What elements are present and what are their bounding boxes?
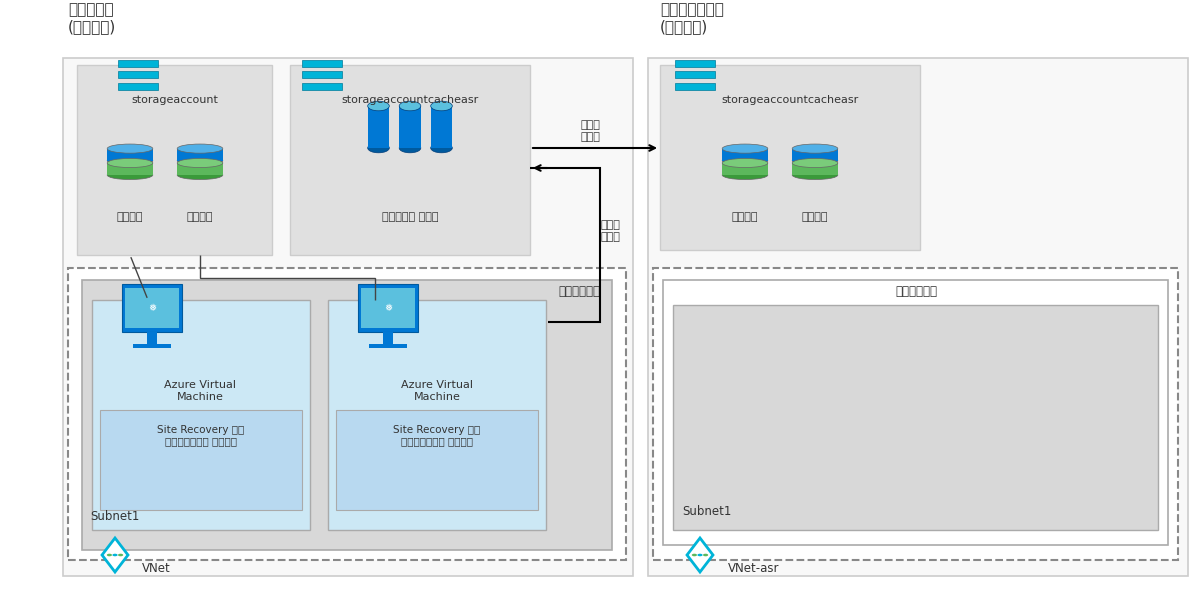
FancyBboxPatch shape — [107, 149, 152, 161]
Ellipse shape — [367, 143, 389, 153]
FancyBboxPatch shape — [178, 163, 223, 175]
FancyBboxPatch shape — [336, 410, 538, 510]
FancyBboxPatch shape — [660, 65, 920, 250]
Ellipse shape — [107, 158, 152, 168]
Text: ソース環境
(米国東部): ソース環境 (米国東部) — [68, 2, 116, 35]
Text: storageaccountcacheasr: storageaccountcacheasr — [341, 95, 479, 105]
FancyBboxPatch shape — [674, 60, 715, 67]
FancyBboxPatch shape — [126, 288, 179, 328]
FancyBboxPatch shape — [653, 268, 1178, 560]
Text: 可用性セット: 可用性セット — [895, 285, 937, 298]
Ellipse shape — [178, 170, 223, 180]
FancyBboxPatch shape — [368, 344, 407, 348]
FancyBboxPatch shape — [792, 163, 838, 175]
Text: Subnet1: Subnet1 — [90, 510, 139, 523]
Text: VNet: VNet — [142, 562, 170, 575]
Polygon shape — [686, 538, 713, 572]
FancyBboxPatch shape — [133, 344, 172, 348]
Ellipse shape — [107, 170, 152, 180]
FancyBboxPatch shape — [302, 60, 342, 67]
FancyBboxPatch shape — [68, 268, 626, 560]
Text: ディスク: ディスク — [116, 212, 143, 222]
Text: Subnet1: Subnet1 — [682, 505, 731, 518]
FancyBboxPatch shape — [302, 83, 342, 90]
Text: ターゲット環境
(米国中部): ターゲット環境 (米国中部) — [660, 2, 724, 35]
Ellipse shape — [722, 144, 768, 153]
FancyBboxPatch shape — [121, 284, 182, 332]
Circle shape — [697, 554, 703, 556]
Circle shape — [118, 554, 124, 556]
Text: VNet-asr: VNet-asr — [728, 562, 780, 575]
Text: キャッシュ データ: キャッシュ データ — [382, 212, 438, 222]
Text: ディスク: ディスク — [187, 212, 214, 222]
FancyBboxPatch shape — [82, 280, 612, 550]
FancyBboxPatch shape — [674, 71, 715, 79]
FancyBboxPatch shape — [118, 83, 158, 90]
Ellipse shape — [792, 156, 838, 165]
FancyBboxPatch shape — [792, 149, 838, 161]
Text: ❅: ❅ — [148, 303, 156, 313]
Ellipse shape — [400, 143, 421, 153]
Ellipse shape — [792, 144, 838, 153]
FancyBboxPatch shape — [361, 288, 414, 328]
FancyBboxPatch shape — [674, 83, 715, 90]
Ellipse shape — [431, 101, 452, 111]
Ellipse shape — [792, 158, 838, 168]
FancyBboxPatch shape — [64, 58, 634, 576]
FancyBboxPatch shape — [107, 163, 152, 175]
FancyBboxPatch shape — [328, 300, 546, 530]
Text: storageaccountcacheasr: storageaccountcacheasr — [721, 95, 859, 105]
FancyBboxPatch shape — [118, 60, 158, 67]
FancyBboxPatch shape — [367, 106, 389, 148]
Polygon shape — [102, 538, 128, 572]
FancyBboxPatch shape — [302, 71, 342, 79]
Text: Site Recovery 拡張
機能モビリティ サービス: Site Recovery 拡張 機能モビリティ サービス — [394, 425, 481, 447]
FancyBboxPatch shape — [92, 300, 310, 530]
Ellipse shape — [722, 158, 768, 168]
FancyBboxPatch shape — [400, 106, 421, 148]
Ellipse shape — [400, 101, 421, 111]
FancyBboxPatch shape — [178, 149, 223, 161]
FancyBboxPatch shape — [431, 106, 452, 148]
FancyBboxPatch shape — [648, 58, 1188, 576]
FancyBboxPatch shape — [358, 284, 419, 332]
Circle shape — [703, 554, 708, 556]
Text: データ
フロー: データ フロー — [580, 120, 600, 142]
Ellipse shape — [431, 143, 452, 153]
FancyBboxPatch shape — [118, 71, 158, 79]
Ellipse shape — [178, 158, 223, 168]
Ellipse shape — [722, 170, 768, 180]
Text: storageaccount: storageaccount — [132, 95, 218, 105]
Text: Azure Virtual
Machine: Azure Virtual Machine — [401, 380, 473, 402]
Ellipse shape — [178, 144, 223, 153]
Text: データ
フロー: データ フロー — [600, 220, 620, 242]
Ellipse shape — [178, 156, 223, 165]
Circle shape — [691, 554, 697, 556]
FancyBboxPatch shape — [722, 163, 768, 175]
Ellipse shape — [792, 170, 838, 180]
Text: 可用性セット: 可用性セット — [558, 285, 600, 298]
Text: ディスク: ディスク — [732, 212, 758, 222]
Circle shape — [113, 554, 118, 556]
Ellipse shape — [107, 144, 152, 153]
Circle shape — [107, 554, 112, 556]
FancyBboxPatch shape — [673, 305, 1158, 530]
Text: Site Recovery 拡張
機能モビリティ サービス: Site Recovery 拡張 機能モビリティ サービス — [157, 425, 245, 447]
Ellipse shape — [722, 156, 768, 165]
FancyBboxPatch shape — [77, 65, 272, 255]
Ellipse shape — [367, 101, 389, 111]
FancyBboxPatch shape — [290, 65, 530, 255]
FancyBboxPatch shape — [722, 149, 768, 161]
FancyBboxPatch shape — [146, 332, 157, 344]
Text: Azure Virtual
Machine: Azure Virtual Machine — [164, 380, 236, 402]
Text: ディスク: ディスク — [802, 212, 828, 222]
Text: ❅: ❅ — [384, 303, 392, 313]
FancyBboxPatch shape — [662, 280, 1168, 545]
FancyBboxPatch shape — [383, 332, 394, 344]
Ellipse shape — [107, 156, 152, 165]
FancyBboxPatch shape — [100, 410, 302, 510]
